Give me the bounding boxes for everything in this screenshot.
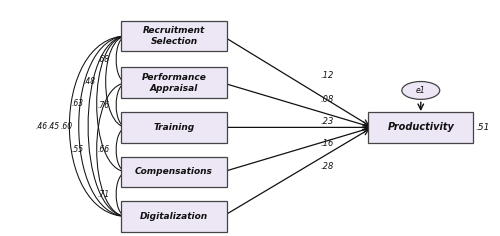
FancyBboxPatch shape — [122, 67, 226, 98]
Text: .60: .60 — [60, 122, 72, 131]
Text: .71: .71 — [98, 190, 110, 199]
Text: .51: .51 — [476, 123, 490, 132]
Text: .55: .55 — [72, 145, 84, 154]
Circle shape — [402, 81, 440, 99]
Text: Digitalization: Digitalization — [140, 212, 208, 221]
Text: Productivity: Productivity — [388, 122, 454, 132]
Text: .16: .16 — [320, 139, 334, 148]
Text: .68: .68 — [98, 55, 110, 64]
FancyBboxPatch shape — [122, 112, 226, 143]
FancyBboxPatch shape — [368, 112, 474, 143]
Text: .76: .76 — [98, 101, 110, 110]
Text: .23: .23 — [320, 117, 334, 126]
Text: Compensations: Compensations — [135, 168, 213, 177]
Text: e1: e1 — [416, 86, 426, 95]
Text: .48: .48 — [84, 77, 96, 86]
FancyBboxPatch shape — [122, 21, 226, 51]
Text: Performance
Appraisal: Performance Appraisal — [142, 73, 206, 93]
Text: .12: .12 — [320, 72, 334, 80]
Text: .63: .63 — [72, 99, 84, 108]
Text: Training: Training — [154, 123, 194, 132]
FancyBboxPatch shape — [122, 201, 226, 232]
Text: .66: .66 — [98, 145, 110, 154]
Text: .46: .46 — [36, 122, 48, 131]
Text: .28: .28 — [320, 162, 334, 171]
Text: .45: .45 — [48, 122, 60, 131]
Text: Recruitment
Selection: Recruitment Selection — [143, 26, 205, 46]
Text: .08: .08 — [320, 95, 334, 104]
FancyBboxPatch shape — [122, 157, 226, 187]
